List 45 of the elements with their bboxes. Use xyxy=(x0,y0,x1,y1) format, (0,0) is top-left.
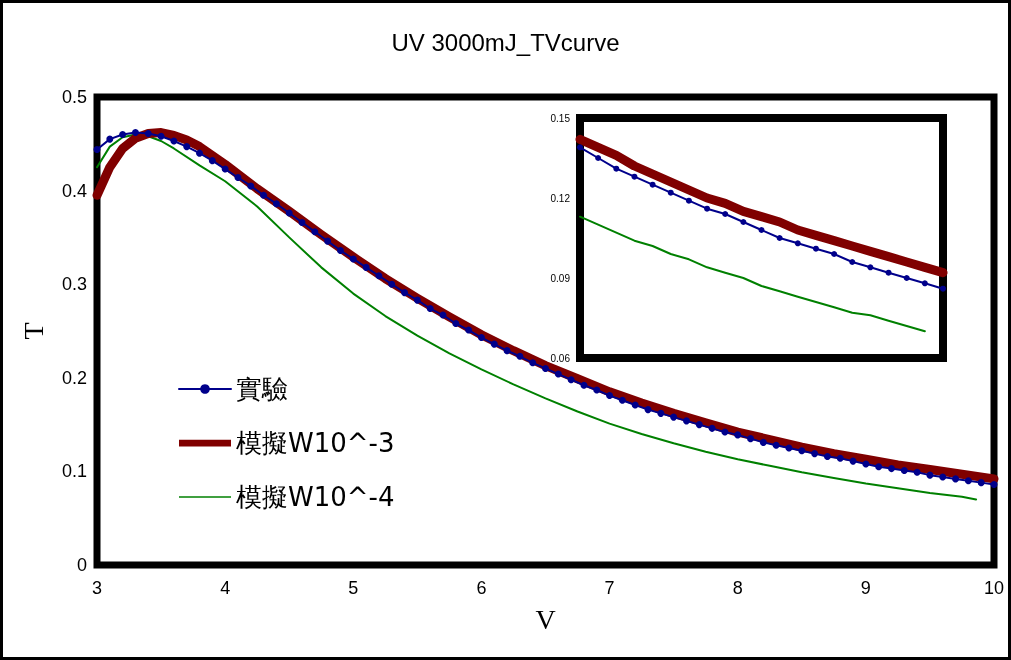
point xyxy=(685,197,692,204)
point xyxy=(595,155,602,161)
x-tick-label: 3 xyxy=(91,578,103,598)
y-tick-label: 0.09 xyxy=(550,272,571,284)
point xyxy=(649,181,656,188)
x-tick-label: 10 xyxy=(983,578,1005,598)
point xyxy=(921,280,928,287)
x-tick-label: 5 xyxy=(348,578,359,598)
legend-label: 模擬W10^-3 xyxy=(236,428,395,458)
point xyxy=(758,227,765,233)
y-tick-label: 0.3 xyxy=(61,274,87,295)
x-tick-label: 6 xyxy=(476,578,487,598)
y-tick-label: 0.1 xyxy=(61,461,87,482)
chart-title: UV 3000mJ_TVcurve xyxy=(391,28,620,56)
x-tick-label: 9 xyxy=(860,578,871,598)
point xyxy=(903,275,910,281)
point xyxy=(831,251,838,257)
y-tick-label: 0 xyxy=(76,555,87,575)
point xyxy=(867,264,874,271)
x-tick-label: 4 xyxy=(220,578,231,598)
point xyxy=(613,165,620,172)
y-tick-label: 0.2 xyxy=(61,367,87,388)
point xyxy=(794,240,801,247)
legend-label: 實驗 xyxy=(236,374,288,404)
y-tick-label: 0.12 xyxy=(550,192,571,204)
legend-label: 模擬W10^-4 xyxy=(236,482,395,512)
x-tick-label: 8 xyxy=(732,578,743,598)
x-tick-label: 7 xyxy=(604,578,615,598)
point xyxy=(667,189,674,196)
y-tick-label: 0.5 xyxy=(61,87,87,107)
point xyxy=(740,219,747,225)
point xyxy=(940,285,946,292)
point xyxy=(577,144,583,151)
point xyxy=(776,235,783,241)
point xyxy=(704,205,711,212)
point xyxy=(722,211,729,217)
x-axis-title: V xyxy=(535,603,556,635)
y-tick-label: 0.4 xyxy=(61,180,87,201)
point xyxy=(812,245,819,252)
point xyxy=(631,173,638,180)
y-tick-label: 0.15 xyxy=(550,112,571,124)
y-tick-label: 0.06 xyxy=(550,352,571,364)
y-axis-title: T xyxy=(17,322,49,340)
point xyxy=(849,259,856,265)
line-series xyxy=(579,215,926,333)
